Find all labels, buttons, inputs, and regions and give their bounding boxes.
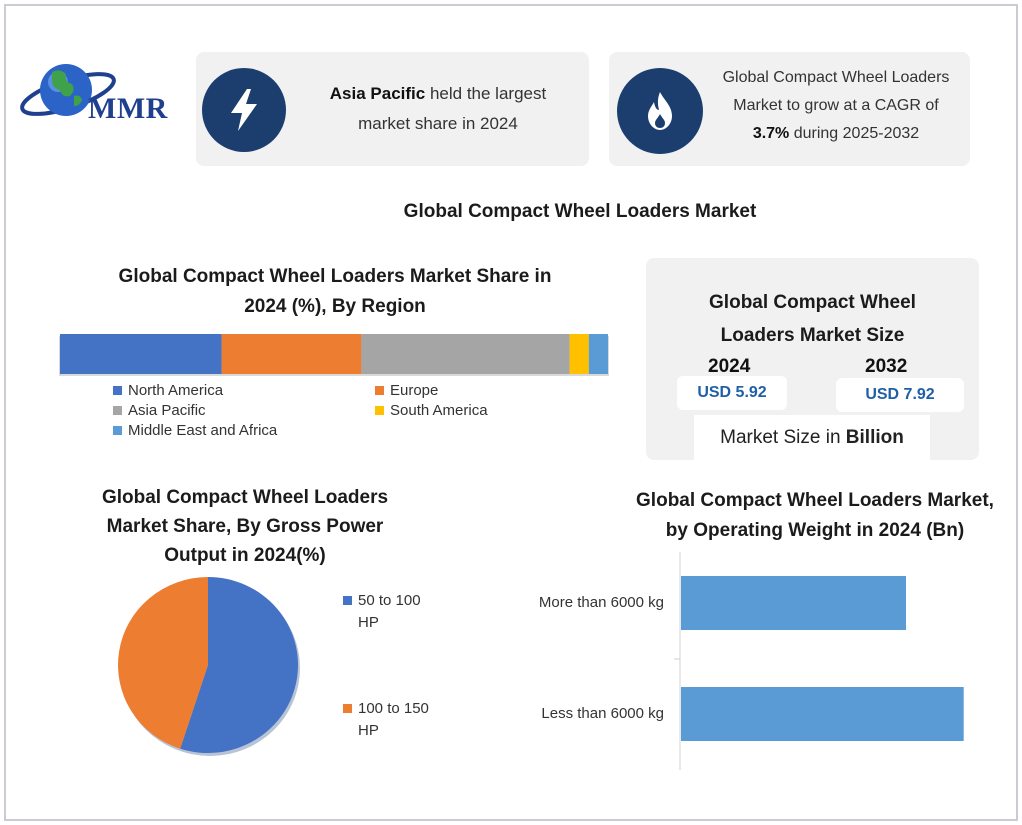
region-stacked-bar [59, 334, 609, 376]
region-highlight-text: Asia Pacific held the largest market sha… [298, 79, 578, 139]
year-2024: 2024 [708, 356, 751, 377]
region-bar-segment-middle-east-and-africa [588, 334, 608, 374]
weight-chart-title-line1: Global Compact Wheel Loaders Market, [636, 490, 994, 511]
cagr-highlight-card: Global Compact Wheel Loaders Market to g… [609, 52, 970, 166]
cagr-line3: during 2025-2032 [789, 125, 920, 142]
legend-swatch [113, 386, 122, 395]
region-chart-title-line1: Global Compact Wheel Loaders Market Shar… [118, 266, 552, 287]
market-size-unit: Market Size in Billion [694, 415, 930, 460]
operating-weight-bar-chart [674, 552, 964, 770]
pie-legend-label: 100 to 150 [358, 700, 429, 717]
cagr-value: 3.7% [752, 125, 790, 142]
lightning-icon [202, 68, 286, 152]
legend-swatch [113, 406, 122, 415]
pie-legend-label-cont: HP [358, 614, 379, 631]
legend-label: Middle East and Africa [128, 422, 278, 439]
pie-legend-item: 100 to 150 HP [343, 698, 429, 742]
legend-label: North America [128, 382, 224, 399]
market-size-unit-prefix: Market Size in [720, 426, 846, 448]
weight-chart-title: Global Compact Wheel Loaders Market, by … [610, 486, 1020, 546]
market-size-2032-value: USD 7.92 [836, 378, 964, 412]
region-chart-title-line2: 2024 (%), By Region [244, 296, 426, 317]
legend-label: South America [390, 402, 488, 419]
market-size-title-line2: Loaders Market Size [720, 325, 905, 346]
flame-icon [617, 68, 703, 154]
logo-text: MMR [88, 92, 168, 125]
gross-power-pie-chart [117, 577, 300, 756]
market-size-2024-value: USD 5.92 [677, 376, 787, 410]
pie-slice-2 [117, 577, 208, 749]
weight-category-label: Less than 6000 kg [541, 705, 664, 722]
weight-chart-title-line2: by Operating Weight in 2024 (Bn) [665, 520, 965, 541]
legend-label: Asia Pacific [128, 402, 206, 419]
pie-chart-title-line3: Output in 2024(%) [164, 545, 326, 566]
cagr-line1: Global Compact Wheel Loaders [722, 69, 950, 86]
region-bar-segment-north-america [60, 334, 222, 374]
pie-chart-title: Global Compact Wheel Loaders Market Shar… [60, 483, 430, 570]
weight-bar-1 [681, 576, 906, 630]
weight-bar-2 [681, 687, 964, 741]
market-size-title: Global Compact Wheel Loaders Market Size [646, 286, 979, 352]
pie-chart-title-line1: Global Compact Wheel Loaders [101, 487, 389, 508]
legend-label: Europe [390, 382, 439, 399]
legend-swatch [375, 386, 384, 395]
weight-category-label: More than 6000 kg [538, 594, 664, 611]
region-highlight-bold: Asia Pacific [329, 84, 426, 103]
region-highlight-line1: held the largest [425, 84, 547, 103]
region-bar-segment-asia-pacific [361, 334, 570, 374]
region-bar-segment-europe [221, 334, 362, 374]
main-title: Global Compact Wheel Loaders Market [403, 201, 757, 222]
cagr-highlight-text: Global Compact Wheel Loaders Market to g… [707, 64, 965, 148]
market-size-card: Global Compact Wheel Loaders Market Size… [646, 258, 979, 460]
pie-legend-label-cont: HP [358, 722, 379, 739]
legend-swatch [113, 426, 122, 435]
pie-legend-swatch [343, 596, 352, 605]
region-bar-segment-south-america [569, 334, 589, 374]
region-legend-item: Asia Pacific [113, 402, 206, 419]
region-legend-item: South America [375, 402, 488, 419]
region-legend-item: Europe [375, 382, 438, 399]
pie-slice-1 [180, 577, 298, 753]
region-legend-item: Middle East and Africa [113, 422, 277, 439]
year-2032: 2032 [865, 356, 908, 377]
pie-legend-swatch [343, 704, 352, 713]
legend-swatch [375, 406, 384, 415]
pie-legend-label: 50 to 100 [358, 592, 421, 609]
cagr-line2: Market to grow at a CAGR of [733, 97, 939, 114]
region-legend-item: North America [113, 382, 223, 399]
region-chart-title: Global Compact Wheel Loaders Market Shar… [60, 262, 610, 322]
region-highlight-line2: market share in 2024 [358, 114, 518, 133]
mmr-logo [20, 64, 116, 116]
pie-legend-item: 50 to 100 HP [343, 590, 421, 634]
market-size-unit-bold: Billion [845, 426, 904, 448]
region-highlight-card: Asia Pacific held the largest market sha… [196, 52, 589, 166]
pie-chart-title-line2: Market Share, By Gross Power [106, 516, 384, 537]
market-size-title-line1: Global Compact Wheel [709, 292, 916, 313]
